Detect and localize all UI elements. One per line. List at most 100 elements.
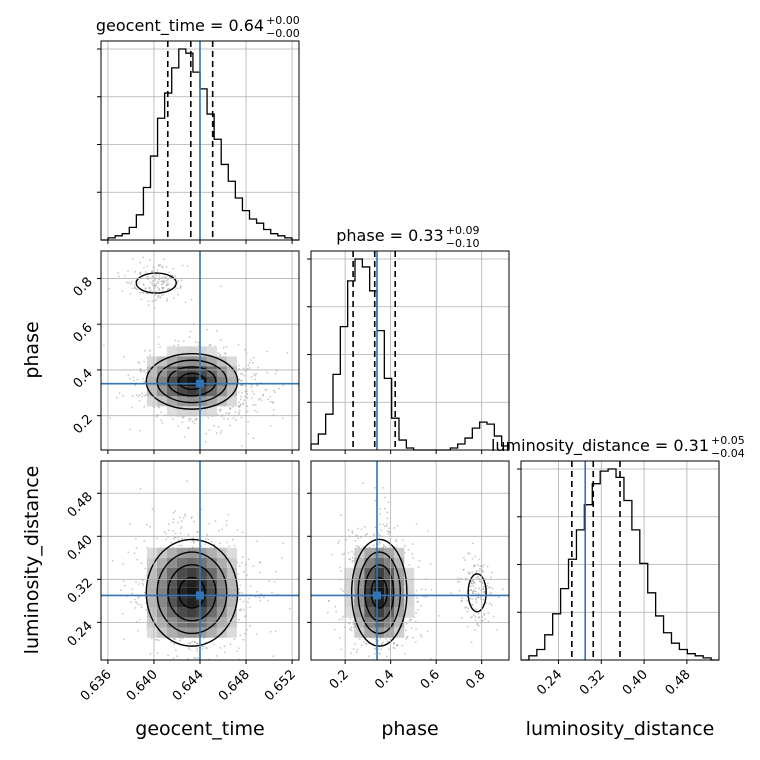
panel-geocent-distance-point	[242, 638, 245, 641]
panel-geocent-distance-density-cell	[146, 557, 157, 568]
panel-geocent-distance-density-cell	[146, 597, 157, 608]
panel-geocent-phase-density-cell	[226, 356, 237, 367]
panel-geocent-distance-density-cell	[186, 557, 197, 568]
panel-phase-distance-xtick-label-0: 0.2	[327, 667, 352, 692]
panel-phase-distance-point	[338, 539, 341, 542]
panel-geocent-phase-point	[182, 340, 185, 342]
panel-phase-distance-point	[487, 620, 490, 623]
panel-phase-distance-point	[477, 612, 480, 615]
panel-geocent-phase-point	[243, 348, 246, 351]
panel-geocent-distance-point	[184, 515, 187, 517]
panel-geocent-phase-point	[208, 429, 211, 431]
panel-geocent-distance-density-cell	[186, 587, 197, 598]
panel-phase-distance-point	[471, 598, 474, 600]
panel-geocent-distance-density-cell	[206, 617, 217, 628]
panel-geocent-phase-point	[155, 274, 158, 276]
panel-geocent-distance-point	[187, 647, 190, 649]
panel-geocent-phase-point	[238, 364, 240, 367]
panel-geocent-phase-point	[250, 384, 253, 387]
panel-geocent-phase-density-cell	[186, 366, 197, 377]
panel-geocent-distance-density-cell	[216, 587, 227, 598]
panel-phase-distance-point	[463, 559, 466, 561]
panel-geocent-phase-point	[187, 426, 190, 429]
panel-geocent-phase-point	[171, 418, 174, 420]
panel-geocent-distance-point	[215, 655, 218, 657]
panel-geocent-phase-point	[147, 300, 150, 303]
panel-geocent-distance-point	[218, 542, 221, 544]
panel-phase-distance-density-cell	[364, 627, 375, 638]
panel-geocent-distance-point	[171, 666, 173, 668]
panel-phase-distance-point	[467, 552, 469, 554]
panel-geocent-phase-point	[241, 384, 243, 386]
panel-geocent-distance-density-cell	[186, 567, 197, 578]
panel-phase-distance-point	[474, 615, 477, 618]
panel-phase-distance-density-cell	[384, 547, 395, 558]
panel-geocent-distance-point	[124, 584, 126, 587]
panel-geocent-distance-point	[183, 513, 186, 516]
panel-phase-distance-point	[415, 597, 418, 599]
panel-geocent-distance-point	[193, 520, 196, 523]
panel-geocent-phase-point	[244, 395, 246, 398]
panel-geocent-phase-point	[219, 285, 222, 288]
panel-geocent-distance-density-cell	[226, 597, 237, 608]
panel-geocent-phase-point	[131, 287, 134, 289]
panel-geocent-phase-point	[272, 401, 275, 404]
panel-phase-distance-density-cell	[374, 607, 385, 618]
panel-phase-distance-density-cell	[394, 547, 405, 558]
panel-phase-distance-point	[482, 588, 485, 590]
panel-geocent-phase-point	[194, 419, 197, 421]
panel-phase-distance-point	[406, 635, 409, 638]
panel-geocent-phase-point	[161, 265, 164, 268]
panel-phase-distance-point	[486, 584, 488, 587]
panel-phase-distance-point	[487, 612, 490, 614]
panel-phase-distance-point	[472, 590, 474, 593]
panel-geocent-phase-point	[247, 433, 250, 435]
title-sub: −0.10	[446, 237, 480, 250]
panel-geocent-distance-point	[123, 638, 126, 641]
title-luminosity-distance: luminosity_distance = 0.31 +0.05−0.04	[491, 434, 745, 460]
panel-geocent-distance-density-cell	[226, 547, 237, 558]
panel-phase-distance-point	[364, 664, 366, 666]
panel-phase-distance-xtick-label-3: 0.8	[463, 667, 488, 692]
panel-geocent-phase-point	[158, 278, 161, 281]
panel-geocent-distance-point	[187, 642, 190, 645]
panel-phase-distance-point	[475, 608, 477, 611]
panel-geocent-distance-point	[238, 608, 241, 611]
panel-geocent-phase-point	[133, 379, 136, 382]
panel-geocent-phase-point	[225, 412, 228, 414]
panel-phase-distance-point	[471, 592, 474, 595]
panel-geocent-phase-point	[173, 344, 175, 347]
hist-phase-step	[310, 258, 510, 451]
panel-geocent-phase-point	[152, 275, 154, 277]
panel-geocent-distance-point	[239, 584, 242, 587]
panel-phase-distance-contour-3	[350, 538, 408, 647]
panel-geocent-distance-point	[137, 603, 140, 606]
panel-geocent-distance-point	[163, 530, 166, 533]
panel-geocent-phase-point	[160, 283, 163, 286]
panel-geocent-phase-point	[181, 416, 184, 418]
panel-geocent-distance-point	[142, 584, 144, 586]
panel-geocent-distance-point	[206, 533, 209, 536]
panel-geocent-distance-point	[241, 592, 244, 594]
panel-phase-distance-point	[326, 611, 329, 614]
panel-phase-distance-point	[354, 642, 356, 645]
panel-geocent-phase-point	[159, 296, 162, 299]
panel-geocent-phase-point	[146, 265, 149, 268]
panel-phase-distance-point	[363, 525, 366, 528]
panel-phase-distance-point	[420, 588, 423, 591]
panel-phase-distance-point	[417, 566, 420, 568]
panel-phase-distance-point	[408, 619, 411, 622]
panel-geocent-phase-point	[123, 355, 125, 358]
panel-geocent-phase-point	[250, 386, 253, 389]
panel-geocent-phase-density-cell	[166, 356, 177, 367]
panel-geocent-phase-density-cell	[176, 376, 187, 387]
panel-phase-distance-point	[481, 603, 484, 606]
panel-geocent-distance-density-cell	[216, 617, 227, 628]
panel-geocent-distance-point	[177, 536, 180, 539]
panel-geocent-distance-point	[156, 652, 159, 654]
panel-geocent-phase-point	[144, 271, 147, 273]
panel-geocent-distance-point	[217, 707, 219, 709]
panel-geocent-phase-point	[143, 349, 146, 352]
panel-phase-distance-point	[387, 501, 390, 504]
panel-geocent-phase-density-cell	[156, 356, 167, 367]
